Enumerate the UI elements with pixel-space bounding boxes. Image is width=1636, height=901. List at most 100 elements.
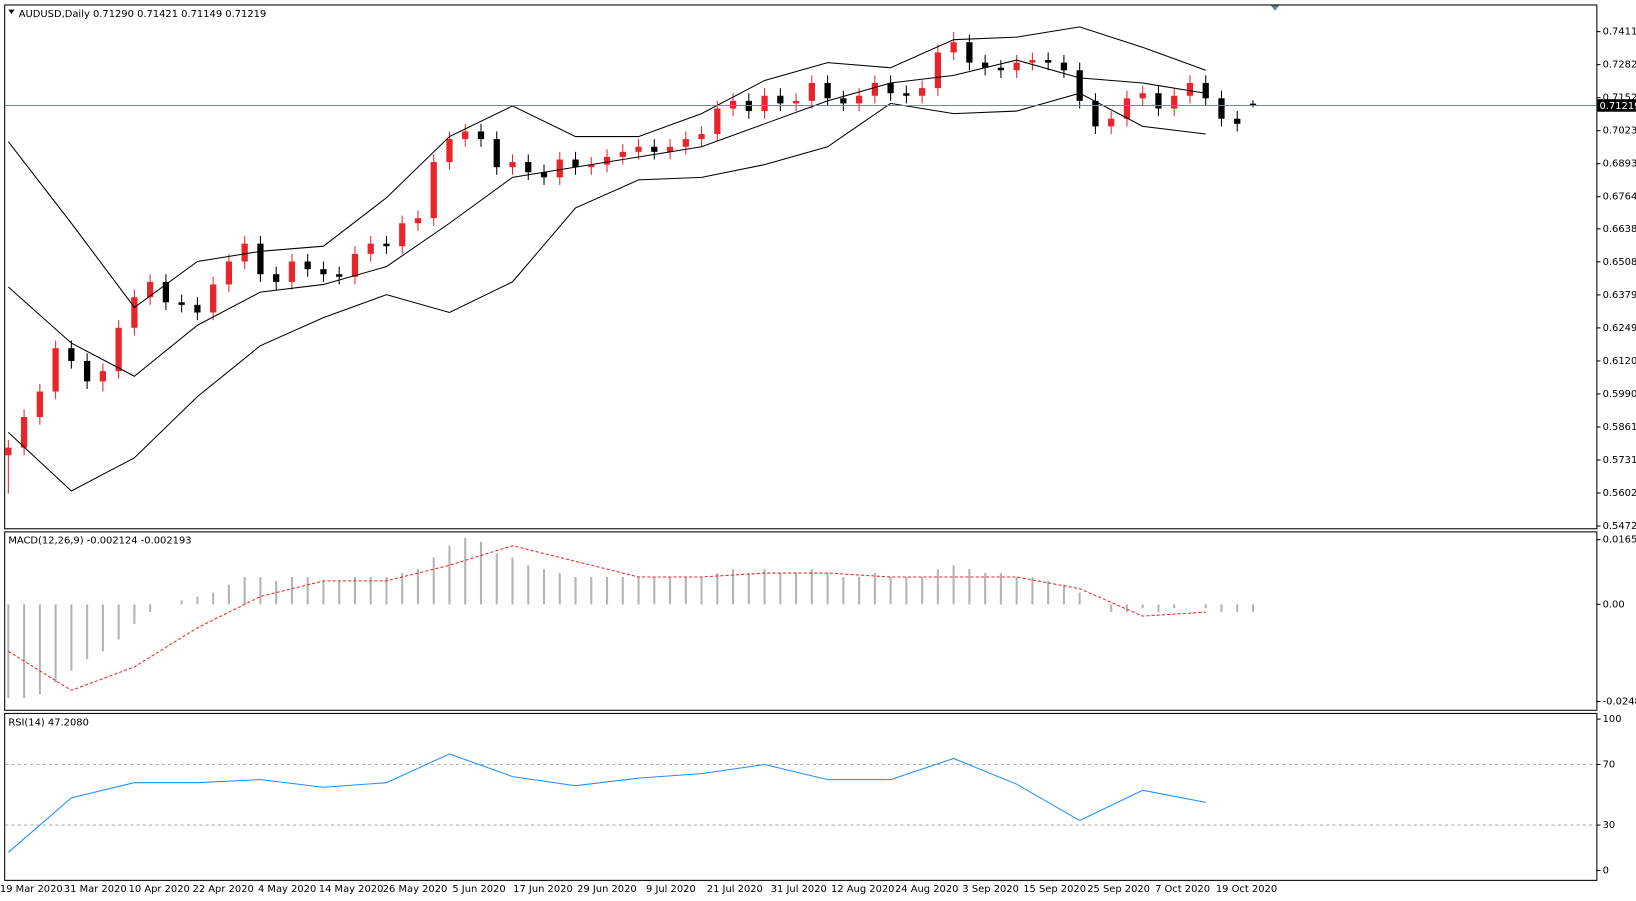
candle-body (509, 162, 516, 168)
y-tick-label: 0.66380 (1603, 224, 1636, 235)
y-tick-label: 0.72820 (1603, 60, 1636, 71)
candle-body (950, 42, 957, 53)
last-price-label: 0.71219 (1599, 101, 1636, 112)
y-tick-label: 0.65085 (1603, 257, 1636, 268)
candle-body (792, 100, 800, 104)
y-tick-label: 0.00 (1603, 599, 1625, 610)
y-tick-label: 70 (1603, 760, 1616, 771)
x-tick-label: 3 Sep 2020 (962, 884, 1018, 895)
y-tick-label: 0.68935 (1603, 159, 1636, 170)
bollinger-upper (7, 26, 1206, 309)
candle-body (603, 156, 611, 165)
candle-body (288, 261, 296, 282)
candle-body (982, 62, 989, 68)
candle-body (871, 83, 878, 96)
candle-body (273, 274, 280, 282)
x-tick-label: 15 Sep 2020 (1023, 884, 1086, 895)
y-tick-label: 0.59905 (1603, 389, 1636, 400)
candle-body (115, 327, 122, 372)
y-tick-label: 0.61200 (1603, 356, 1636, 367)
x-tick-label: 22 Apr 2020 (193, 884, 254, 895)
y-tick-label: 0 (1603, 865, 1609, 876)
x-tick-label: 7 Oct 2020 (1155, 884, 1210, 895)
candle-body (1029, 60, 1036, 63)
candle-body (540, 172, 548, 178)
candle-body (367, 243, 374, 254)
candle-body (1186, 83, 1194, 96)
y-tick-label: 0.54725 (1603, 521, 1636, 532)
candle-body (619, 151, 626, 157)
candle-body (257, 243, 264, 275)
y-tick-label: -0.024848 (1603, 696, 1636, 707)
candle-body (588, 164, 595, 168)
candle-body (1013, 62, 1020, 71)
candle-body (241, 243, 248, 262)
y-tick-label: 0.74115 (1603, 27, 1636, 38)
candle-body (1218, 98, 1225, 119)
candle-body (162, 281, 170, 303)
y-tick-label: 30 (1603, 820, 1616, 831)
rsi-line (8, 753, 1206, 853)
price-panel (4, 4, 1598, 530)
candle-body (666, 146, 674, 152)
candle-body (225, 261, 233, 285)
candle-body (399, 223, 406, 247)
x-tick-label: 10 Apr 2020 (129, 884, 190, 895)
y-tick-label: 0.62495 (1603, 323, 1636, 334)
candle-body (147, 281, 154, 298)
candle-body (635, 146, 642, 152)
candle-body (651, 146, 658, 152)
candle-body (729, 100, 737, 109)
x-tick-label: 31 Jul 2020 (771, 884, 827, 895)
y-tick-label: 0.58610 (1603, 422, 1636, 433)
menu-arrow[interactable] (8, 9, 15, 14)
candle-body (194, 304, 201, 313)
y-tick-label: 0.67640 (1603, 192, 1636, 203)
candle-body (320, 269, 327, 275)
candle-body (1249, 103, 1257, 106)
candle-body (966, 42, 973, 63)
rsi-panel (4, 712, 1598, 881)
x-tick-label: 21 Jul 2020 (707, 884, 763, 895)
candle-body (682, 139, 689, 147)
candle-body (1045, 60, 1052, 63)
candle-body (761, 95, 768, 112)
bollinger-middle (8, 59, 1206, 377)
candle-body (903, 93, 910, 96)
candle-body (20, 417, 28, 448)
candle-body (824, 83, 831, 99)
candle-body (698, 134, 705, 140)
candle-body (99, 371, 107, 382)
candle-body (5, 447, 12, 456)
y-tick-label: 0.57315 (1603, 455, 1636, 466)
panel-title: RSI(14) 47.2080 (8, 717, 89, 728)
candle-body (918, 88, 926, 96)
candle-body (52, 348, 59, 392)
y-tick-label: 0.56020 (1603, 488, 1636, 499)
x-tick-label: 12 Aug 2020 (831, 884, 894, 895)
candle-body (36, 391, 43, 418)
candle-body (351, 253, 359, 277)
candle-body (1234, 118, 1241, 124)
y-tick-label: 0.71525 (1603, 93, 1636, 104)
x-tick-label: 19 Mar 2020 (0, 884, 63, 895)
panel-title: AUDUSD,Daily 0.71290 0.71421 0.71149 0.7… (19, 9, 267, 20)
candle-body (997, 67, 1005, 71)
candle-body (131, 297, 138, 328)
candle-body (572, 159, 579, 168)
candle-body (414, 218, 422, 224)
x-tick-label: 14 May 2020 (319, 884, 384, 895)
x-tick-label: 26 May 2020 (383, 884, 448, 895)
candle-body (493, 139, 500, 168)
y-tick-label: 0.70230 (1603, 126, 1636, 137)
y-tick-label: 100 (1603, 714, 1622, 725)
candle-body (714, 108, 721, 135)
last-price-box (1597, 99, 1636, 112)
candle-body (178, 302, 185, 305)
x-tick-label: 19 Oct 2020 (1216, 884, 1277, 895)
x-tick-label: 29 Jun 2020 (577, 884, 637, 895)
bollinger-lower (7, 92, 1206, 492)
shift-marker (1270, 5, 1280, 11)
candle-body (430, 162, 437, 219)
